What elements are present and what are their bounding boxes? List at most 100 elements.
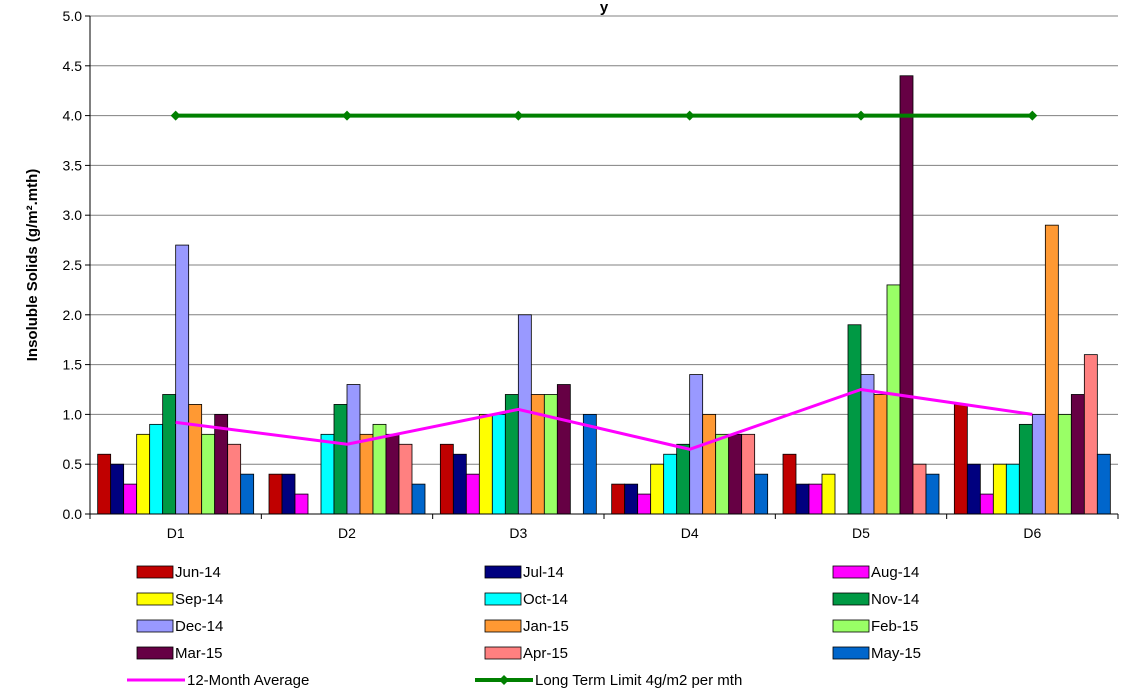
bar [611,483,626,515]
x-tick-label: D1 [167,525,185,541]
bar [398,443,413,515]
legend-label: Oct-14 [523,591,568,608]
bar [728,433,743,515]
chart-title: y [600,0,609,16]
legend-label: Feb-15 [871,618,919,635]
bar [359,433,374,515]
bar [491,413,506,515]
series-line [175,387,1033,451]
bar [873,394,888,515]
bar [925,473,940,515]
bar [782,453,797,515]
legend-label: Dec-14 [175,618,223,635]
bar [136,433,151,515]
bar [162,394,177,515]
bar [320,433,335,515]
y-tick-label: 4.5 [63,58,83,74]
bar [979,493,994,515]
y-tick-label: 2.5 [63,257,83,273]
x-tick-label: D2 [338,525,356,541]
bar [175,244,190,515]
x-tick-label: D5 [852,525,870,541]
bar [582,413,597,515]
legend-swatch [832,646,870,660]
bar [517,314,532,515]
legend-swatch [136,646,174,660]
bar [966,463,981,515]
bar [281,473,296,515]
y-axis-title: Insoluble Solids (g/m².mth) [24,169,41,362]
y-tick-label: 3.0 [63,207,83,223]
bar [149,423,164,515]
y-tick-label: 4.0 [63,108,83,124]
bar [411,483,426,515]
bar [795,483,810,515]
x-tick-label: D4 [681,525,699,541]
y-tick-label: 2.0 [63,307,83,323]
bar [624,483,639,515]
legend-label: Apr-15 [523,645,568,662]
legend-label: Jun-14 [175,564,221,581]
line-marker [513,110,524,121]
bar [886,284,901,515]
bars-layer [97,75,1111,515]
y-tick-label: 1.0 [63,406,83,422]
bar [201,433,216,515]
bar [123,483,138,515]
x-tick-label: D3 [509,525,527,541]
bar [1031,413,1046,515]
legend-label: Jan-15 [523,618,569,635]
bar [97,453,112,515]
bar [821,473,836,515]
y-tick-label: 3.5 [63,157,83,173]
bar [439,443,454,515]
bar [333,404,348,515]
y-tick-label: 1.5 [63,357,83,373]
y-axis-title-layer: Insoluble Solids (g/m².mth) [24,169,41,362]
legend-swatch [484,592,522,606]
bar [702,413,717,515]
legend-swatch [832,565,870,579]
line-marker [170,110,181,121]
bar [1057,413,1072,515]
bar [663,453,678,515]
legend-swatch [484,619,522,633]
y-tick-label: 0.0 [63,506,83,522]
bar [268,473,283,515]
bar [808,483,823,515]
legend-swatch [832,619,870,633]
line-marker [1027,110,1038,121]
legend-label: Jul-14 [523,564,564,581]
bar [110,463,125,515]
legend-label: 12-Month Average [187,672,309,689]
legend-swatch [136,592,174,606]
legend-label: Mar-15 [175,645,223,662]
bar [465,473,480,515]
bar [992,463,1007,515]
bar [1005,463,1020,515]
bar [294,493,309,515]
bar [912,463,927,515]
legend-marker [499,675,509,685]
bar [754,473,769,515]
legend-label: Long Term Limit 4g/m2 per mth [535,672,742,689]
y-tick-label: 0.5 [63,456,83,472]
legend-label: Nov-14 [871,591,919,608]
lines-layer [170,110,1038,451]
legend-swatch [136,619,174,633]
bar [543,394,558,515]
bar [860,374,875,515]
x-tick-label: D6 [1023,525,1041,541]
bar [899,75,914,515]
legend-swatch [484,565,522,579]
bar [188,404,203,515]
title-layer: y [600,0,609,16]
legend-swatch [832,592,870,606]
bar [1070,394,1085,515]
line-marker [856,110,866,121]
bar [1083,354,1098,515]
bar [650,463,665,515]
bar [847,324,862,515]
